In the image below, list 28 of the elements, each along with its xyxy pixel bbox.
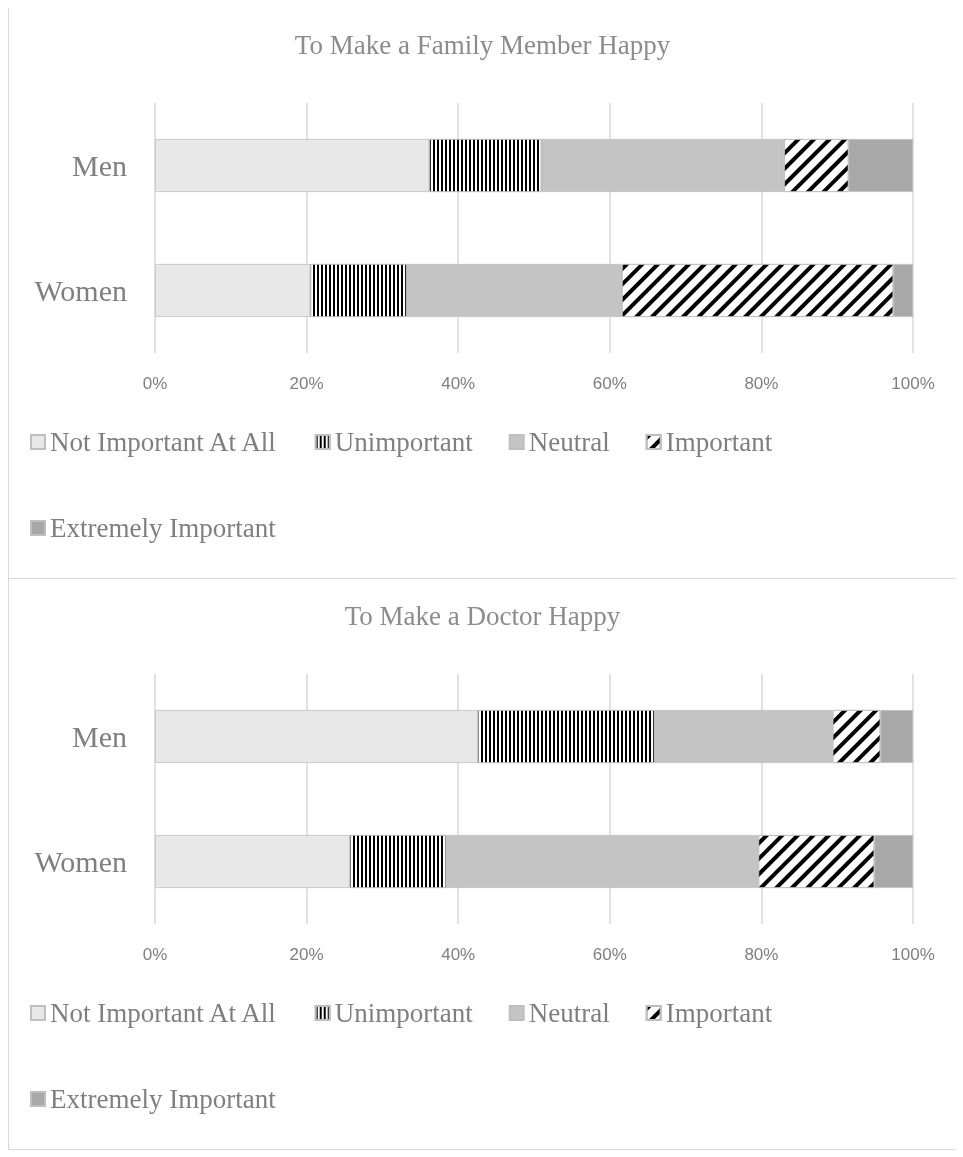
legend-label: Important bbox=[665, 427, 773, 457]
x-tick-label: 80% bbox=[744, 374, 779, 393]
x-tick-label: 80% bbox=[744, 945, 779, 964]
x-tick-label: 60% bbox=[592, 945, 627, 964]
x-tick-label: 40% bbox=[441, 374, 476, 393]
legend-label: Not Important At All bbox=[50, 998, 276, 1028]
x-tick-label: 100% bbox=[891, 374, 935, 393]
legend-label: Neutral bbox=[528, 998, 610, 1028]
legend-label: Neutral bbox=[528, 427, 610, 457]
legend-label: Important bbox=[665, 998, 773, 1028]
x-tick-label: 20% bbox=[289, 945, 324, 964]
y-tick-label: Women bbox=[34, 274, 127, 307]
y-tick-label: Women bbox=[34, 845, 127, 878]
legend-label: Unimportant bbox=[334, 427, 474, 457]
legend-label: Unimportant bbox=[334, 998, 474, 1028]
legend-label: Extremely Important bbox=[50, 513, 277, 543]
x-tick-label: 100% bbox=[891, 945, 935, 964]
x-tick-label: 0% bbox=[142, 374, 168, 393]
y-tick-label: Men bbox=[72, 720, 127, 753]
y-tick-label: Men bbox=[72, 149, 127, 182]
legend-label: Extremely Important bbox=[50, 1084, 277, 1114]
x-tick-label: 60% bbox=[592, 374, 627, 393]
chart-title: To Make a Doctor Happy bbox=[344, 600, 621, 631]
chart-title: To Make a Family Member Happy bbox=[294, 29, 671, 60]
x-tick-label: 20% bbox=[289, 374, 324, 393]
legend-label: Not Important At All bbox=[50, 427, 276, 457]
x-tick-label: 40% bbox=[441, 945, 476, 964]
x-tick-label: 0% bbox=[142, 945, 168, 964]
